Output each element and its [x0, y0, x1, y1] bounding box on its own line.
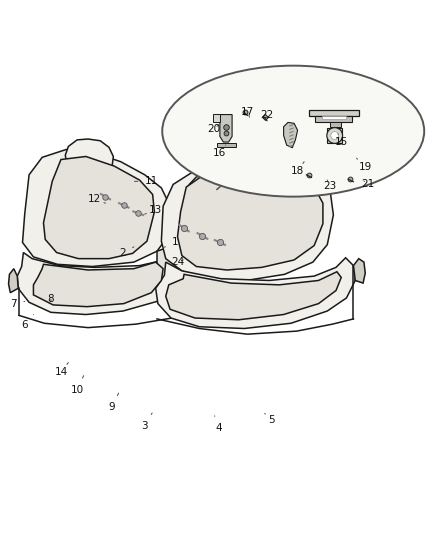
Text: 17: 17 [241, 107, 254, 117]
Polygon shape [9, 269, 18, 293]
Text: 14: 14 [54, 362, 68, 377]
Polygon shape [43, 157, 154, 259]
Text: 21: 21 [361, 180, 374, 189]
Text: 16: 16 [212, 145, 226, 158]
Text: 19: 19 [357, 158, 372, 172]
Circle shape [327, 128, 343, 143]
Text: 3: 3 [141, 413, 152, 431]
Text: 13: 13 [145, 205, 162, 215]
Polygon shape [65, 139, 113, 176]
Circle shape [331, 132, 339, 140]
Text: 6: 6 [21, 314, 33, 330]
Polygon shape [166, 272, 341, 320]
Polygon shape [220, 115, 232, 142]
Polygon shape [188, 173, 258, 207]
Polygon shape [321, 116, 346, 119]
Text: 11: 11 [134, 176, 158, 187]
Polygon shape [157, 245, 210, 285]
Text: 22: 22 [261, 110, 274, 119]
Polygon shape [177, 167, 323, 270]
Text: 10: 10 [71, 376, 84, 394]
Text: 24: 24 [171, 257, 184, 267]
Polygon shape [308, 110, 359, 116]
Text: 8: 8 [48, 294, 54, 304]
Text: 5: 5 [265, 414, 275, 425]
Ellipse shape [162, 66, 424, 197]
Polygon shape [157, 276, 201, 297]
Polygon shape [315, 116, 352, 122]
Polygon shape [284, 123, 297, 148]
Polygon shape [22, 149, 169, 266]
Text: 9: 9 [109, 393, 119, 412]
Text: 7: 7 [11, 298, 25, 309]
Polygon shape [353, 259, 365, 283]
Text: 23: 23 [323, 180, 336, 191]
Polygon shape [217, 143, 236, 147]
Polygon shape [330, 122, 341, 127]
Text: 15: 15 [335, 134, 348, 147]
Polygon shape [213, 114, 220, 122]
Text: 20: 20 [207, 124, 220, 134]
Text: 12: 12 [88, 194, 106, 204]
Polygon shape [327, 128, 342, 143]
Text: 1: 1 [162, 238, 179, 248]
Text: 18: 18 [291, 161, 304, 176]
Polygon shape [17, 251, 182, 314]
Polygon shape [161, 161, 333, 280]
Polygon shape [155, 258, 355, 328]
Polygon shape [33, 262, 163, 306]
Text: 2: 2 [120, 247, 134, 259]
Text: 4: 4 [215, 416, 223, 433]
